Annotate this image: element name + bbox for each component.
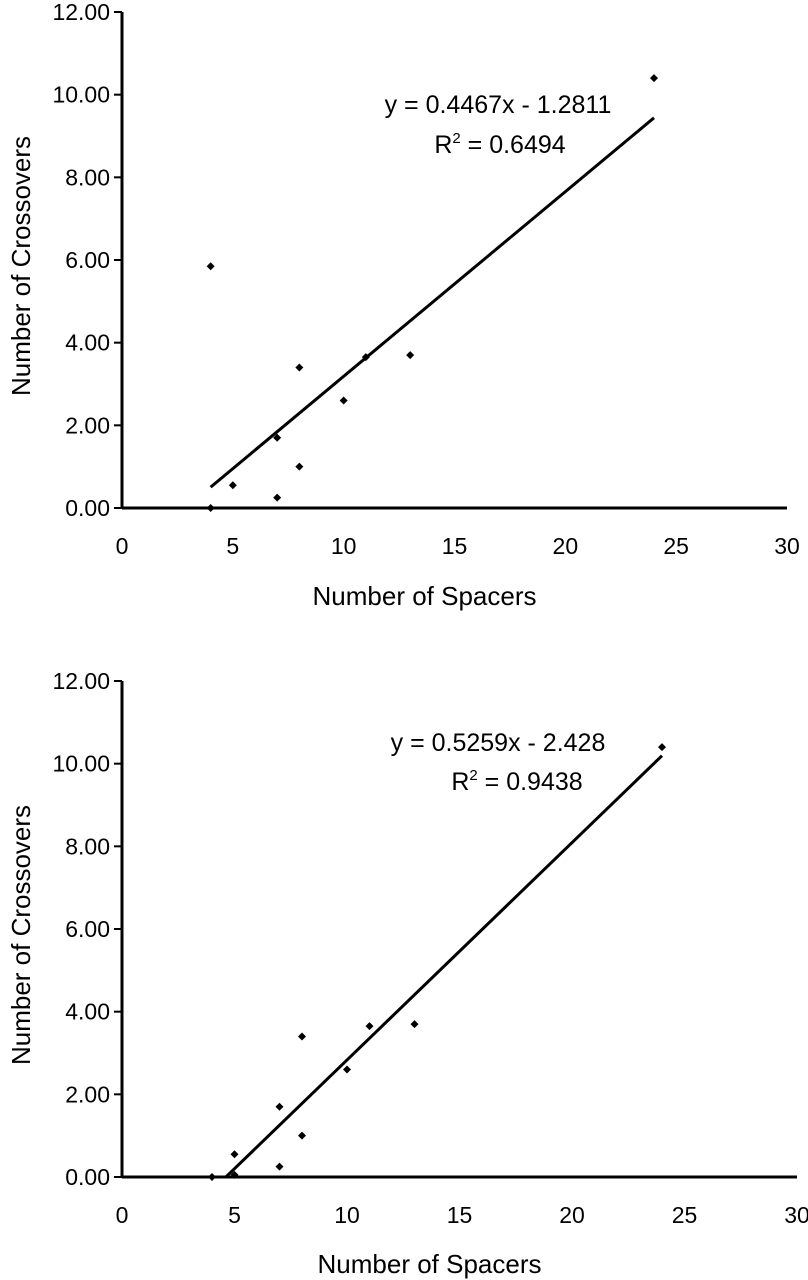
x-tick-label: 5 bbox=[228, 1202, 241, 1228]
data-point bbox=[339, 396, 348, 405]
x-tick-label: 10 bbox=[334, 1202, 360, 1228]
y-tick-label: 10.00 bbox=[52, 751, 110, 777]
y-tick-label: 2.00 bbox=[65, 1081, 110, 1107]
x-tick-label: 25 bbox=[663, 533, 689, 559]
x-tick-label: 5 bbox=[226, 533, 239, 559]
data-point bbox=[230, 1150, 239, 1159]
x-tick-label: 15 bbox=[442, 533, 468, 559]
y-tick-label: 6.00 bbox=[65, 916, 110, 942]
y-tick-label: 4.00 bbox=[65, 330, 110, 356]
x-tick-label: 10 bbox=[331, 533, 357, 559]
r-squared-superscript: 2 bbox=[469, 767, 477, 784]
trendline bbox=[209, 116, 655, 489]
data-point bbox=[295, 363, 304, 372]
data-point bbox=[208, 1173, 216, 1181]
x-tick-label: 25 bbox=[672, 1202, 698, 1228]
y-tick-label: 8.00 bbox=[65, 833, 110, 859]
data-point bbox=[275, 1162, 284, 1171]
data-point bbox=[230, 1170, 239, 1179]
r-squared-label: R2 = 0.9438 bbox=[451, 767, 582, 796]
chart-panel-2: 0.00 2.00 4.00 6.00 8.00 10.00 12.00 0 5 10 15 20 25… bbox=[6, 668, 808, 1279]
data-point bbox=[365, 1022, 374, 1031]
chart-panel-1: 0.00 2.00 4.00 6.00 8.00 10.00 12.00 0 5 10 15 20 25… bbox=[6, 0, 800, 611]
data-point bbox=[273, 493, 282, 502]
data-point bbox=[298, 1032, 306, 1041]
y-tick-label: 2.00 bbox=[65, 412, 110, 438]
x-tick-label: 0 bbox=[116, 1202, 129, 1228]
x-axis-title: Number of Spacers bbox=[318, 1249, 542, 1279]
data-point bbox=[206, 504, 215, 512]
y-tick-label: 10.00 bbox=[52, 82, 110, 108]
data-point bbox=[650, 74, 658, 83]
data-point bbox=[275, 1102, 284, 1111]
trendline-equation: y = 0.5259x - 2.428 bbox=[391, 729, 606, 757]
y-tick-label: 0.00 bbox=[65, 1164, 110, 1190]
y-axis-title: Number of Crossovers bbox=[6, 136, 36, 396]
y-axis-title: Number of Crossovers bbox=[6, 805, 36, 1065]
x-tick-label: 20 bbox=[559, 1202, 585, 1228]
x-axis-title: Number of Spacers bbox=[313, 581, 537, 611]
data-point bbox=[658, 743, 666, 752]
r-squared-superscript: 2 bbox=[452, 130, 460, 147]
trendline-equation: y = 0.4467x - 1.2811 bbox=[385, 91, 612, 119]
x-tick-label: 30 bbox=[784, 1202, 808, 1228]
data-point bbox=[406, 351, 415, 360]
data-point bbox=[343, 1065, 351, 1074]
r-squared-value: = 0.6494 bbox=[461, 131, 566, 159]
x-tick-label: 30 bbox=[774, 533, 800, 559]
y-tick-label: 8.00 bbox=[65, 164, 110, 190]
data-point bbox=[273, 433, 282, 442]
r-squared-prefix: R bbox=[451, 768, 469, 796]
trendline bbox=[224, 754, 664, 1179]
r-squared-prefix: R bbox=[434, 131, 452, 159]
x-tick-label: 15 bbox=[447, 1202, 473, 1228]
r-squared-value: = 0.9438 bbox=[478, 768, 583, 796]
y-tick-label: 0.00 bbox=[65, 495, 110, 521]
r-squared-label: R2 = 0.6494 bbox=[434, 130, 565, 159]
x-tick-label: 0 bbox=[116, 533, 129, 559]
x-tick-label: 20 bbox=[553, 533, 579, 559]
data-point bbox=[295, 462, 304, 471]
y-tick-label: 12.00 bbox=[52, 668, 110, 694]
y-tick-label: 6.00 bbox=[65, 247, 110, 273]
data-point bbox=[410, 1020, 419, 1029]
data-point bbox=[298, 1131, 306, 1140]
data-point bbox=[228, 481, 237, 490]
data-point bbox=[206, 262, 215, 271]
y-tick-label: 12.00 bbox=[52, 0, 110, 25]
y-tick-label: 4.00 bbox=[65, 999, 110, 1025]
data-point bbox=[361, 353, 370, 362]
